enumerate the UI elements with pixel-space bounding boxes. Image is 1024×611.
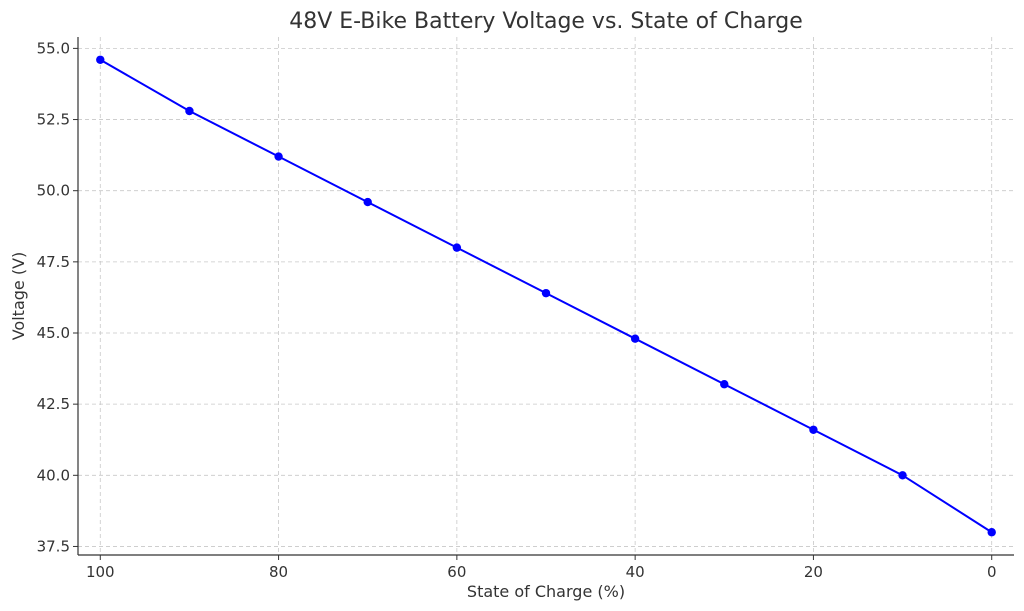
x-tick-label-4: 20 (804, 563, 823, 581)
data-point-0-7 (720, 380, 729, 389)
data-point-0-0 (96, 55, 105, 64)
y-tick-label-0: 37.5 (37, 537, 70, 555)
data-point-0-3 (363, 197, 372, 207)
data-point-0-5 (541, 288, 551, 298)
x-tick-label-2: 60 (447, 563, 466, 581)
y-tick-label-7: 55.0 (37, 39, 70, 57)
axes (77, 37, 1014, 556)
series-group (96, 55, 996, 537)
y-tick-label-1: 40.0 (37, 466, 70, 484)
y-tick-label-4: 47.5 (37, 253, 70, 271)
data-point-0-8 (809, 425, 818, 434)
x-tick-label-5: 0 (987, 563, 997, 581)
x-tick-label-0: 100 (86, 563, 115, 581)
ticks: 100 80 60 40 20 0 37.5 40.0 42.5 45.0 47.5 50.0 52.5… (37, 39, 997, 581)
data-point-0-9 (898, 471, 907, 480)
y-tick-label-2: 42.5 (37, 395, 70, 413)
y-tick-label-5: 50.0 (37, 182, 70, 200)
y-tick-label-6: 52.5 (37, 111, 70, 129)
data-point-0-2 (274, 152, 283, 161)
data-point-0-6 (630, 334, 640, 343)
data-point-0-1 (185, 106, 194, 116)
grid (78, 37, 1014, 555)
data-point-0-4 (452, 243, 462, 252)
y-axis-label: Voltage (V) (9, 252, 28, 341)
chart-title: 48V E-Bike Battery Voltage vs. State of … (289, 9, 803, 34)
x-tick-label-1: 80 (269, 563, 288, 581)
x-axis-label: State of Charge (%) (467, 582, 625, 601)
x-tick-label-3: 40 (626, 563, 645, 581)
y-tick-label-3: 45.0 (37, 324, 70, 342)
data-point-0-10 (987, 528, 996, 537)
